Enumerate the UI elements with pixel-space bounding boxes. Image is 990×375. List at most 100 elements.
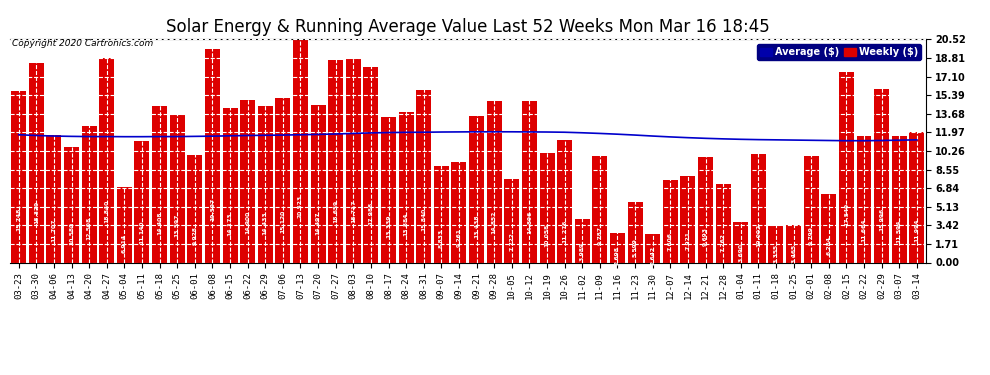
Bar [557,140,572,262]
Bar [698,157,713,262]
Bar [910,132,925,262]
Text: 15.748: 15.748 [16,208,21,231]
Text: 2.642: 2.642 [650,246,655,265]
Bar [293,39,308,262]
Text: 10.580: 10.580 [69,222,74,245]
Title: Solar Energy & Running Average Value Last 52 Weeks Mon Mar 16 18:45: Solar Energy & Running Average Value Las… [166,18,769,36]
Bar [716,183,731,262]
Text: 18.840: 18.840 [104,200,109,223]
Text: 10.002: 10.002 [755,224,761,247]
Bar [469,116,484,262]
Bar [99,58,114,262]
Text: 13.597: 13.597 [174,214,180,237]
Text: 7.262: 7.262 [721,233,726,252]
Bar [504,178,520,262]
Bar [680,176,695,262]
Bar [628,202,643,262]
Legend: Average ($), Weekly ($): Average ($), Weekly ($) [757,44,921,60]
Text: 9.928: 9.928 [192,226,197,245]
Text: 7.722: 7.722 [509,232,514,251]
Text: 11.140: 11.140 [140,220,145,244]
Bar [399,111,414,262]
Text: 14.408: 14.408 [157,211,162,235]
Text: 3.690: 3.690 [739,243,743,262]
Bar [187,154,202,262]
Bar [874,88,889,262]
Text: 15.996: 15.996 [879,207,884,231]
Bar [29,63,44,262]
Text: 9.693: 9.693 [703,226,708,246]
Text: 19.597: 19.597 [210,198,215,221]
Bar [734,222,748,262]
Bar [451,162,466,262]
Bar [892,136,907,262]
Bar [856,136,871,262]
Text: 12.508: 12.508 [87,217,92,240]
Bar [416,90,432,262]
Bar [750,154,766,262]
Bar [804,156,819,262]
Bar [47,135,61,262]
Text: 6.284: 6.284 [827,236,832,255]
Text: 9.261: 9.261 [456,228,461,247]
Bar [169,115,185,262]
Text: 7.921: 7.921 [685,231,690,251]
Bar [645,234,660,262]
Text: 10.058: 10.058 [544,224,549,247]
Text: 5.599: 5.599 [633,238,638,257]
Text: 14.173: 14.173 [228,212,233,236]
Text: 13.438: 13.438 [474,214,479,238]
Bar [522,100,537,262]
Text: 17.549: 17.549 [843,203,848,226]
Text: 9.799: 9.799 [809,226,814,245]
Bar [275,98,290,262]
Bar [205,50,220,262]
Bar [223,108,238,262]
Bar [822,194,837,262]
Bar [363,67,378,262]
Text: 7.606: 7.606 [668,232,673,251]
Text: 11.994: 11.994 [915,218,920,242]
Bar [540,153,554,262]
Text: 18.659: 18.659 [334,200,339,223]
Bar [786,225,801,262]
Bar [592,156,607,262]
Bar [663,180,678,262]
Bar [117,188,132,262]
Text: 18.717: 18.717 [350,200,355,223]
Bar [434,166,448,262]
Text: 14.852: 14.852 [492,210,497,234]
Text: 15.840: 15.840 [422,208,427,231]
Bar [11,91,26,262]
Bar [311,105,326,262]
Text: Copyright 2020 Cartronics.com: Copyright 2020 Cartronics.com [12,39,153,48]
Bar [81,126,97,262]
Text: 17.988: 17.988 [368,202,373,225]
Text: 6.914: 6.914 [122,234,127,253]
Bar [64,147,79,262]
Text: 11.276: 11.276 [562,220,567,243]
Bar [487,101,502,262]
Text: 3.465: 3.465 [791,243,796,262]
Bar [241,100,255,262]
Bar [381,117,396,262]
Bar [346,59,360,262]
Text: 11.594: 11.594 [897,219,902,243]
Bar [610,233,625,262]
Bar [135,141,149,262]
Bar [839,72,854,262]
Text: 11.664: 11.664 [861,219,866,243]
Bar [152,106,167,262]
Text: 15.120: 15.120 [280,210,285,233]
Bar [329,60,344,262]
Bar [768,226,783,262]
Text: 2.698: 2.698 [615,246,620,265]
Text: 13.339: 13.339 [386,214,391,238]
Text: 14.896: 14.896 [527,210,532,234]
Text: 8.833: 8.833 [439,229,444,248]
Text: 14.433: 14.433 [262,211,267,235]
Text: 14.900: 14.900 [246,210,250,234]
Text: 3.989: 3.989 [580,242,585,261]
Text: 18.329: 18.329 [34,201,39,224]
Text: 9.787: 9.787 [597,226,602,245]
